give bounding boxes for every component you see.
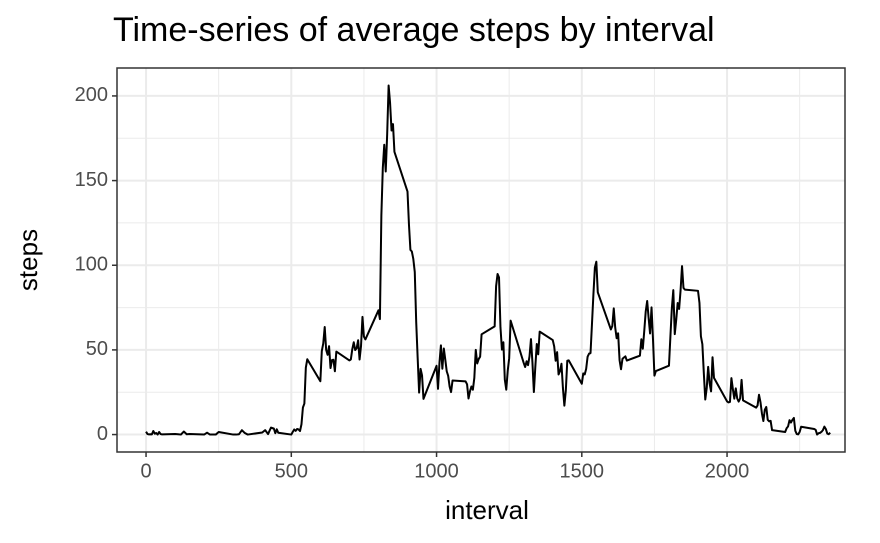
y-tick-label: 150	[75, 169, 108, 191]
chart-title: Time-series of average steps by interval	[113, 11, 715, 49]
x-tick-label: 0	[140, 460, 151, 482]
x-tick-label: 1000	[414, 460, 459, 482]
panel-border	[116, 67, 846, 453]
y-tick-label: 100	[75, 254, 108, 276]
x-tick-label: 2000	[705, 460, 750, 482]
x-tick-label: 1500	[560, 460, 605, 482]
y-tick-label: 0	[97, 423, 108, 445]
panel	[117, 68, 845, 452]
y-tick-label: 200	[75, 84, 108, 106]
y-axis-label: steps	[13, 229, 43, 291]
y-tick-label: 50	[86, 338, 108, 360]
x-tick-label: 500	[275, 460, 308, 482]
line	[145, 84, 831, 436]
x-axis-label: interval	[445, 495, 529, 525]
